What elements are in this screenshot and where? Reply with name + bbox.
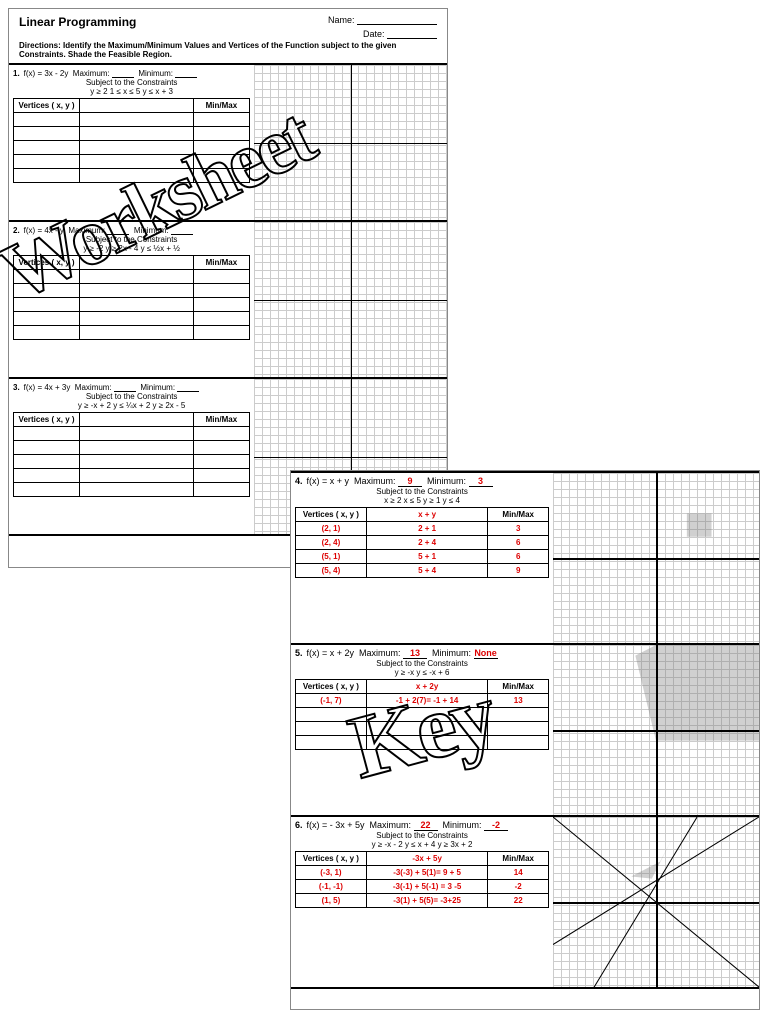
table-row: (2, 1)2 + 13 — [296, 522, 549, 536]
table-row: (5, 1)5 + 16 — [296, 550, 549, 564]
vertices-table: Vertices ( x, y )-3x + 5yMin/Max(-3, 1)-… — [295, 851, 549, 908]
graph-grid — [553, 645, 759, 815]
table-row — [14, 127, 250, 141]
table-row — [14, 169, 250, 183]
table-row — [14, 455, 250, 469]
table-row — [14, 113, 250, 127]
directions: Directions: Identify the Maximum/Minimum… — [9, 41, 447, 63]
graph-grid — [553, 473, 759, 643]
key-problem: 5.f(x) = x + 2y Maximum: 13 Minimum: Non… — [291, 643, 759, 815]
table-row — [14, 284, 250, 298]
vertices-table: Vertices ( x, y )Min/Max — [13, 412, 250, 497]
table-row — [14, 155, 250, 169]
name-field: Name: — [328, 15, 437, 25]
table-row — [14, 441, 250, 455]
graph-grid — [254, 65, 447, 220]
table-row: (2, 4)2 + 46 — [296, 536, 549, 550]
problem: 2.f(x) = 4x - y Maximum: Minimum: Subjec… — [9, 220, 447, 377]
vertices-table: Vertices ( x, y )Min/Max — [13, 255, 250, 340]
table-row — [14, 469, 250, 483]
table-row — [14, 326, 250, 340]
date-field: Date: — [19, 29, 437, 39]
table-row — [14, 427, 250, 441]
key-problem: 6.f(x) = - 3x + 5y Maximum: 22 Minimum: … — [291, 815, 759, 989]
table-row: (5, 4)5 + 49 — [296, 564, 549, 578]
graph-grid — [254, 222, 447, 377]
table-row: (-3, 1)-3(-3) + 5(1)= 9 + 514 — [296, 866, 549, 880]
table-row — [296, 736, 549, 750]
table-row — [296, 708, 549, 722]
vertices-table: Vertices ( x, y )x + yMin/Max(2, 1)2 + 1… — [295, 507, 549, 578]
table-row — [14, 483, 250, 497]
key-page: 4.f(x) = x + y Maximum: 9 Minimum: 3Subj… — [290, 470, 760, 1010]
vertices-table: Vertices ( x, y )Min/Max — [13, 98, 250, 183]
table-row: (1, 5)-3(1) + 5(5)= -3+2522 — [296, 894, 549, 908]
header: Name: Linear Programming Date: — [9, 9, 447, 41]
table-row: (-1, -1)-3(-1) + 5(-1) = 3 -5-2 — [296, 880, 549, 894]
table-row — [14, 270, 250, 284]
table-row — [14, 298, 250, 312]
graph-grid — [553, 817, 759, 987]
table-row — [14, 312, 250, 326]
vertices-table: Vertices ( x, y )x + 2yMin/Max(-1, 7)-1 … — [295, 679, 549, 750]
key-problem: 4.f(x) = x + y Maximum: 9 Minimum: 3Subj… — [291, 471, 759, 643]
table-row: (-1, 7)-1 + 2(7)= -1 + 1413 — [296, 694, 549, 708]
table-row — [14, 141, 250, 155]
problem: 1.f(x) = 3x - 2y Maximum: Minimum: Subje… — [9, 63, 447, 220]
table-row — [296, 722, 549, 736]
